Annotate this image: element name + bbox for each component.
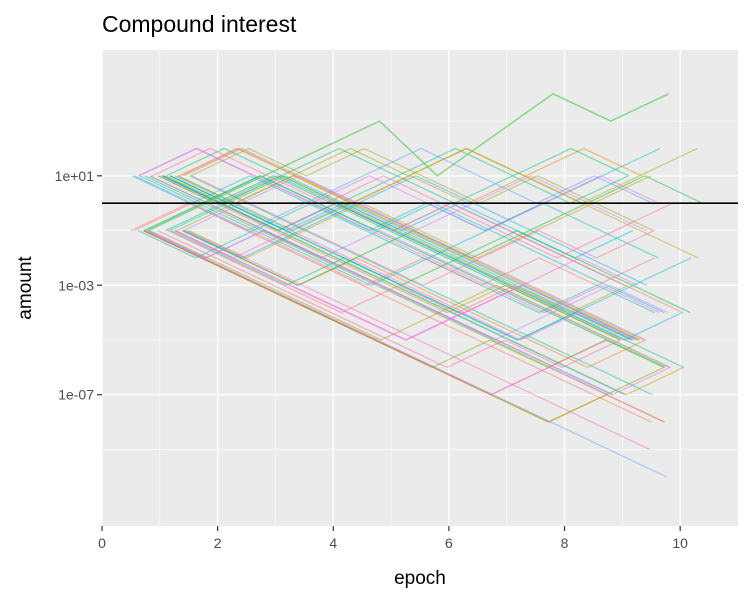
series-line <box>149 175 671 396</box>
plot-panel <box>102 50 738 526</box>
series-line <box>143 175 665 314</box>
series-line <box>191 175 655 286</box>
series-line-highlight <box>147 93 669 232</box>
series-line <box>161 175 683 341</box>
y-tick-label: 1e-07 <box>58 387 94 403</box>
series-line <box>170 230 634 341</box>
series-line <box>186 230 650 450</box>
series-line <box>182 230 646 368</box>
x-tick-label: 2 <box>214 535 222 551</box>
x-axis-title: epoch <box>394 568 446 589</box>
y-axis: 1e+01 1e-03 1e-07 <box>55 168 102 403</box>
series-line <box>177 175 641 341</box>
series-line <box>182 175 703 286</box>
series-line <box>162 175 684 368</box>
series-line <box>169 175 691 314</box>
series-line <box>133 175 655 314</box>
series-line <box>184 175 648 286</box>
series-line <box>166 147 630 204</box>
series-line <box>181 147 645 341</box>
series-line <box>149 175 613 396</box>
x-tick-label: 8 <box>561 535 569 551</box>
chart-title: Compound interest <box>102 11 297 37</box>
series-line <box>173 230 637 341</box>
y-tick-label: 1e+01 <box>55 168 95 184</box>
series-line <box>163 175 685 396</box>
series-line <box>145 202 609 396</box>
series-line <box>143 230 607 396</box>
series-line <box>165 175 629 314</box>
series-line <box>157 175 621 341</box>
series-line <box>131 147 653 232</box>
series-line <box>152 147 673 259</box>
series-line <box>147 229 669 368</box>
series-line <box>183 147 647 232</box>
series-line <box>137 202 659 259</box>
series-line <box>143 230 665 423</box>
grid-minor <box>102 50 738 526</box>
series-line <box>174 230 639 341</box>
series-line <box>157 230 621 368</box>
series-line <box>165 147 629 232</box>
y-axis-title: amount <box>15 256 36 320</box>
series-layer <box>130 93 703 478</box>
series-line <box>144 175 666 368</box>
series-line <box>162 175 626 396</box>
series-line <box>139 147 661 286</box>
series-line <box>161 175 625 286</box>
series-line <box>169 175 633 341</box>
series-line <box>157 175 621 341</box>
series-line <box>175 229 639 341</box>
x-tick-label: 4 <box>329 535 337 551</box>
series-line <box>183 175 647 341</box>
series-line <box>149 230 671 368</box>
series-line <box>143 230 665 423</box>
series-line <box>138 147 659 232</box>
x-tick-label: 6 <box>445 535 453 551</box>
series-line <box>130 202 652 423</box>
series-line <box>162 175 684 314</box>
series-line <box>178 147 642 204</box>
series-line <box>167 230 631 341</box>
grid-major <box>101 50 738 526</box>
series-line <box>174 175 638 341</box>
series-line <box>189 175 653 396</box>
series-line <box>188 175 652 259</box>
series-line <box>177 147 699 259</box>
series-line <box>147 229 669 341</box>
series-line <box>142 230 664 368</box>
series-line <box>145 230 667 478</box>
x-tick-label: 10 <box>672 535 688 551</box>
series-line <box>190 147 654 232</box>
series-line <box>138 147 660 314</box>
x-axis: 0 2 4 6 8 10 <box>98 526 688 551</box>
series-line <box>176 147 698 232</box>
series-line <box>134 202 655 286</box>
series-line <box>170 175 692 341</box>
series-line <box>143 230 665 423</box>
y-tick-label: 1e-03 <box>58 277 94 293</box>
x-tick-label: 0 <box>98 535 106 551</box>
series-line <box>169 175 633 259</box>
